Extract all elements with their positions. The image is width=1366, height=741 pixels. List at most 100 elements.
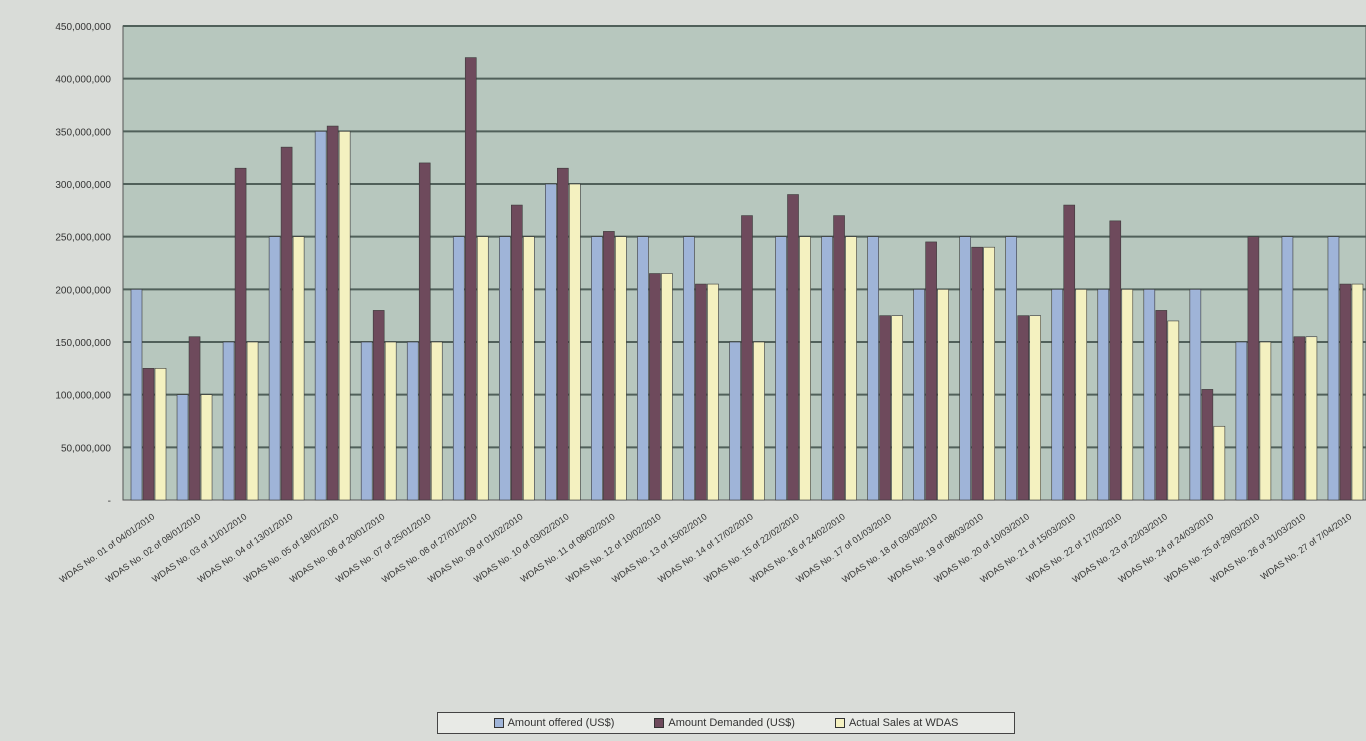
bar: [522, 236, 535, 501]
bar: [615, 236, 627, 501]
bar: [280, 146, 293, 501]
legend-item-amount-offered: Amount offered (US$): [493, 717, 615, 729]
bar: [637, 236, 649, 501]
bar: [1327, 236, 1340, 501]
bar: [753, 341, 765, 501]
bar: [787, 194, 799, 501]
y-tick-label: 100,000,000: [55, 391, 111, 402]
bar: [314, 131, 327, 501]
bar: [959, 236, 971, 501]
bar: [1339, 283, 1352, 501]
legend-label-actual-sales: Actual Sales at WDAS: [848, 717, 959, 729]
legend-item-actual-sales: Actual Sales at WDAS: [834, 717, 959, 729]
legend-swatch-actual-sales: [834, 718, 845, 728]
bar: [591, 236, 603, 501]
y-tick-label: 50,000,000: [61, 443, 111, 454]
bar: [234, 167, 247, 501]
legend-label-amount-offered: Amount offered (US$): [507, 717, 615, 729]
bar: [142, 368, 155, 501]
bar: [1143, 289, 1156, 501]
bar: [891, 315, 903, 501]
bar: [154, 368, 167, 501]
chart-legend: Amount offered (US$) Amount Demanded (US…: [437, 712, 1015, 734]
bar: [1247, 236, 1260, 501]
bar: [867, 236, 879, 501]
bar: [1063, 204, 1076, 501]
y-tick-label: -: [108, 496, 111, 507]
bar: [913, 289, 925, 501]
bar: [1235, 341, 1248, 501]
bar: [1109, 220, 1122, 501]
bar: [1281, 236, 1294, 501]
bar: [268, 236, 281, 501]
bar: [246, 341, 259, 501]
y-tick-label: 300,000,000: [55, 180, 111, 191]
bar: [1259, 341, 1272, 501]
bar: [649, 273, 661, 501]
bar: [384, 341, 397, 501]
y-tick-label: 150,000,000: [55, 338, 111, 349]
bar: [188, 336, 201, 501]
bar: [879, 315, 891, 501]
bar: [1017, 315, 1030, 501]
bar: [360, 341, 373, 501]
bar: [1097, 289, 1110, 501]
bar: [799, 236, 811, 501]
bar: [452, 236, 465, 501]
bar: [1155, 310, 1168, 501]
bar: [729, 341, 741, 501]
bar: [821, 236, 833, 501]
y-tick-label: 350,000,000: [55, 127, 111, 138]
bar: [1351, 283, 1364, 501]
bar: [510, 204, 523, 501]
bar: [200, 394, 213, 501]
bar: [430, 341, 443, 501]
bar: [845, 236, 857, 501]
y-tick-label: 450,000,000: [55, 22, 111, 33]
bar: [1051, 289, 1064, 501]
bar: [176, 394, 189, 501]
bar: [372, 310, 385, 501]
bar: [1305, 336, 1318, 501]
bar: [983, 246, 995, 501]
legend-swatch-amount-offered: [493, 718, 504, 728]
bar: [1189, 289, 1202, 501]
bar: [1029, 315, 1042, 501]
y-tick-label: 400,000,000: [55, 75, 111, 86]
bar: [661, 273, 673, 501]
bar: [1005, 236, 1018, 501]
y-tick-label: 200,000,000: [55, 285, 111, 296]
legend-swatch-amount-demanded: [654, 718, 665, 728]
bar: [603, 231, 615, 501]
bar: [925, 241, 937, 501]
bar: [292, 236, 305, 501]
y-tick-label: 250,000,000: [55, 233, 111, 244]
bar: [498, 236, 511, 501]
x-tick-label: WDAS No. 27 of 7/04/2010: [1259, 511, 1354, 581]
legend-item-amount-demanded: Amount Demanded (US$): [654, 717, 795, 729]
bar: [464, 57, 477, 501]
bar: [707, 283, 719, 501]
bar: [569, 183, 581, 501]
bar: [1213, 425, 1226, 501]
bar: [775, 236, 787, 501]
bar: [937, 289, 949, 501]
bar: [683, 236, 695, 501]
bar: [557, 167, 569, 501]
bar: [833, 215, 845, 501]
bar: [476, 236, 489, 501]
bar: [406, 341, 419, 501]
bar: [971, 246, 983, 501]
bar: [326, 125, 339, 501]
bar: [741, 215, 753, 501]
bar: [1201, 389, 1214, 501]
bar: [545, 183, 557, 501]
bar: [130, 289, 143, 501]
bar: [695, 283, 707, 501]
bar: [418, 162, 431, 501]
bar: [1075, 289, 1088, 501]
bar: [1293, 336, 1306, 501]
bar: [1167, 320, 1180, 501]
bar: [222, 341, 235, 501]
